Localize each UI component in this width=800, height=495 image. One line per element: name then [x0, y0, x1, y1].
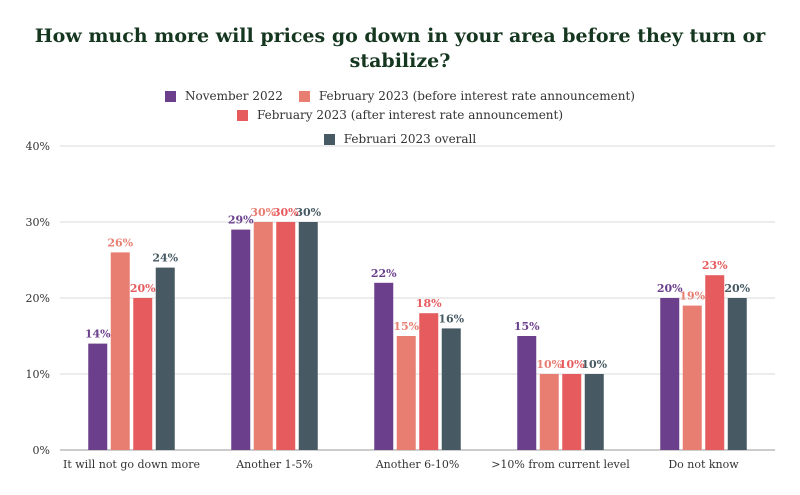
- bar: [276, 222, 296, 450]
- x-tick-label: Another 1-5%: [235, 458, 313, 471]
- y-tick-label: 40%: [26, 140, 50, 153]
- data-label: 22%: [371, 267, 397, 280]
- data-label: 20%: [130, 282, 156, 295]
- data-label: 10%: [581, 358, 607, 371]
- data-label: 15%: [393, 320, 419, 333]
- data-label: 20%: [657, 282, 683, 295]
- legend-item-nov-2022: November 2022: [165, 89, 283, 103]
- x-tick-label: >10% from current level: [491, 458, 630, 471]
- data-label: 10%: [559, 358, 585, 371]
- bar: [705, 275, 725, 450]
- legend-item-feb-2023-before: February 2023 (before interest rate anno…: [298, 89, 635, 103]
- chart-title: How much more will prices go down in you…: [34, 25, 766, 72]
- data-label: 24%: [152, 252, 178, 265]
- y-tick-label: 0%: [33, 444, 50, 457]
- bar: [539, 374, 559, 450]
- bar: [298, 222, 318, 450]
- bar: [727, 298, 747, 450]
- legend-item-feb-2023-overall: Februari 2023 overall: [323, 132, 477, 146]
- data-label: 26%: [107, 236, 133, 249]
- y-tick-label: 20%: [26, 292, 50, 305]
- bar: [231, 229, 251, 450]
- bar: [419, 313, 439, 450]
- bar: [110, 252, 130, 450]
- legend-swatch: [236, 109, 248, 121]
- data-label: 20%: [724, 282, 750, 295]
- data-label: 19%: [679, 290, 705, 303]
- legend-label: February 2023 (before interest rate anno…: [318, 89, 635, 103]
- bar: [584, 374, 604, 450]
- bar: [88, 343, 108, 450]
- x-tick-label: It will not go down more: [63, 458, 200, 471]
- x-tick-label: Another 6-10%: [375, 458, 460, 471]
- bar: [155, 267, 175, 450]
- data-label: 15%: [514, 320, 540, 333]
- legend-swatch: [165, 90, 176, 102]
- data-label: 10%: [536, 358, 562, 371]
- y-tick-label: 30%: [26, 216, 50, 229]
- y-tick-label: 10%: [26, 368, 50, 381]
- x-tick-label: Do not know: [668, 458, 739, 471]
- legend-label: November 2022: [185, 89, 283, 103]
- bar: [133, 298, 153, 450]
- bar: [660, 298, 680, 450]
- bar: [374, 282, 394, 450]
- data-label: 23%: [702, 259, 728, 272]
- data-label: 29%: [228, 214, 254, 227]
- data-label: 16%: [438, 312, 464, 325]
- bar: [441, 328, 461, 450]
- bar: [682, 305, 702, 450]
- legend-swatch: [323, 133, 335, 145]
- bar: [517, 336, 537, 450]
- data-label: 30%: [273, 206, 299, 219]
- bar: [562, 374, 582, 450]
- legend-swatch: [298, 90, 310, 102]
- bar: [253, 222, 273, 450]
- data-label: 30%: [250, 206, 276, 219]
- data-label: 14%: [85, 328, 111, 341]
- legend-item-feb-2023-after: February 2023 (after interest rate annou…: [236, 108, 564, 122]
- bar: [396, 336, 416, 450]
- data-label: 18%: [416, 297, 442, 310]
- legend: November 2022 February 2023 (before inte…: [0, 89, 800, 146]
- legend-label: Februari 2023 overall: [343, 132, 477, 146]
- legend-label: February 2023 (after interest rate annou…: [256, 108, 564, 122]
- data-label: 30%: [295, 206, 321, 219]
